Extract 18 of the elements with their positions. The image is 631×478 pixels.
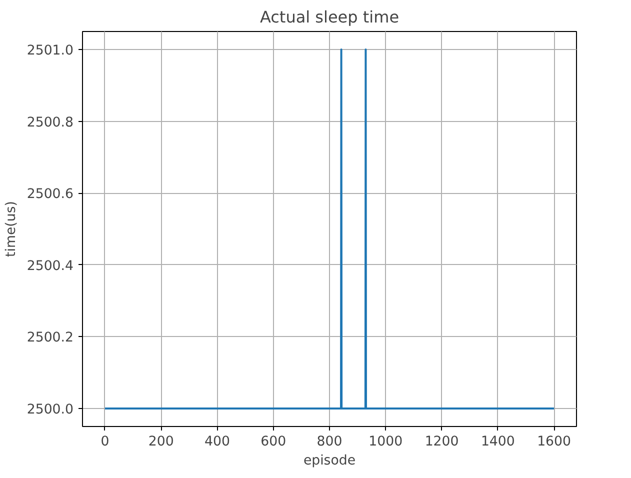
y-tick-label: 2500.4 xyxy=(26,258,74,274)
y-tick-label: 2500.8 xyxy=(26,115,74,130)
x-tick-label: 1200 xyxy=(424,434,459,450)
y-tick-label: 2500.0 xyxy=(26,402,74,418)
x-tick-label: 200 xyxy=(148,434,174,450)
x-tick-label: 400 xyxy=(204,434,230,450)
x-tick-label: 1000 xyxy=(368,434,403,450)
x-tick-label: 1600 xyxy=(537,434,572,450)
x-tick-label: 1400 xyxy=(480,434,515,450)
x-tick-label: 0 xyxy=(100,434,110,450)
x-tick-label: 800 xyxy=(316,434,342,450)
y-tick-label: 2500.2 xyxy=(26,330,74,346)
y-tick-label: 2501.0 xyxy=(26,43,74,58)
chart-title: Actual sleep time xyxy=(260,8,400,26)
y-tick-label: 2500.6 xyxy=(26,187,74,202)
y-axis-title: time(us) xyxy=(4,201,19,257)
x-axis-title: episode xyxy=(303,454,356,468)
x-tick-label: 600 xyxy=(260,434,286,450)
